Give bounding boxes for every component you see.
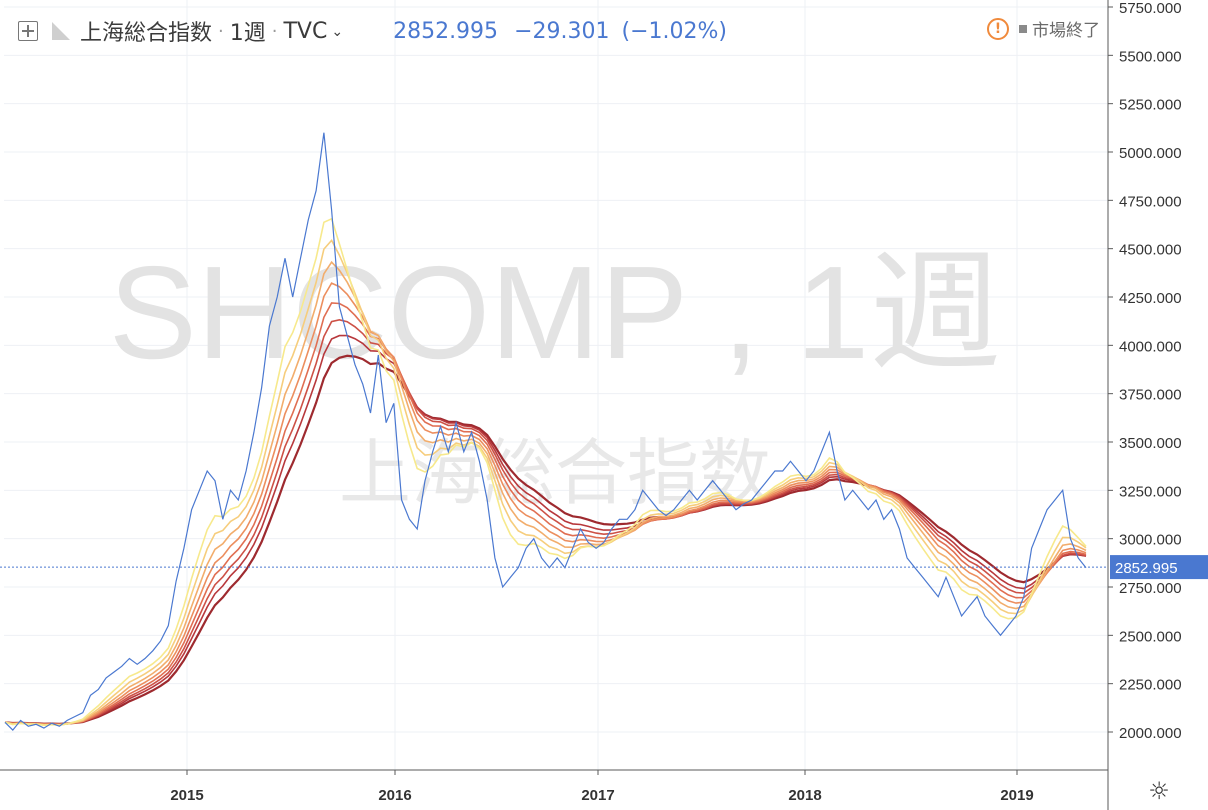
y-tick-label: 2250.000 bbox=[1119, 677, 1182, 694]
y-tick-label: 3250.000 bbox=[1119, 483, 1182, 500]
price-line bbox=[4, 132, 1087, 731]
symbol-flag-icon bbox=[52, 22, 70, 40]
y-tick-label: 5750.000 bbox=[1119, 0, 1182, 17]
market-status: ! 市場終了 bbox=[987, 16, 1100, 41]
price-change: −29.301 bbox=[514, 18, 610, 44]
x-tick-label: 2019 bbox=[1000, 787, 1033, 804]
separator-dot: · bbox=[218, 20, 224, 42]
ma-ribbon bbox=[4, 217, 1087, 727]
market-status-text: 市場終了 bbox=[1032, 21, 1100, 41]
ema-line bbox=[4, 302, 1087, 726]
ema-line bbox=[4, 282, 1087, 726]
last-price: 2852.995 bbox=[393, 18, 499, 44]
x-tick-label: 2017 bbox=[581, 787, 614, 804]
expand-icon[interactable] bbox=[18, 21, 38, 41]
price-series bbox=[4, 132, 1087, 731]
y-tick-label: 5500.000 bbox=[1119, 48, 1182, 65]
y-tick-label: 3500.000 bbox=[1119, 435, 1182, 452]
separator-dot: · bbox=[271, 20, 278, 42]
last-price-label: 2852.995 bbox=[1110, 555, 1208, 580]
chevron-down-icon[interactable]: ⌄ bbox=[331, 24, 344, 40]
x-tick-label: 2015 bbox=[170, 787, 203, 804]
x-tick-label: 2016 bbox=[378, 787, 411, 804]
interval-label[interactable]: 1週 bbox=[229, 21, 266, 46]
warning-icon[interactable]: ! bbox=[987, 17, 1009, 40]
price-change-percent: (−1.02%) bbox=[621, 18, 727, 44]
ema-line bbox=[4, 354, 1087, 726]
symbol-name[interactable]: 上海総合指数 bbox=[80, 21, 213, 46]
y-tick-label: 2750.000 bbox=[1119, 580, 1182, 597]
y-tick-label: 4000.000 bbox=[1119, 338, 1182, 355]
y-tick-label: 2000.000 bbox=[1119, 725, 1182, 742]
last-price-value: 2852.995 bbox=[1115, 560, 1178, 577]
y-tick-label: 3750.000 bbox=[1119, 387, 1182, 404]
y-tick-label: 4750.000 bbox=[1119, 193, 1182, 210]
ema-line bbox=[4, 334, 1087, 725]
x-tick-label: 2018 bbox=[788, 787, 821, 804]
symbol-header: 上海総合指数 · 1週 · TVC ⌄ 2852.995 −29.301 (−1… bbox=[18, 14, 727, 48]
status-square-icon bbox=[1019, 24, 1027, 33]
time-axis[interactable]: 2015 2016 2017 2018 2019 bbox=[170, 770, 1034, 804]
exchange-label[interactable]: TVC bbox=[283, 18, 328, 44]
price-axis[interactable]: 2000.000 2250.000 2500.000 2750.000 3000.000… bbox=[1108, 0, 1182, 742]
ema-line bbox=[4, 239, 1087, 726]
y-tick-label: 2500.000 bbox=[1119, 628, 1182, 645]
ema-line bbox=[4, 217, 1087, 727]
y-tick-label: 5000.000 bbox=[1119, 145, 1182, 162]
watermark-main: SHCOMP , 1週 bbox=[109, 239, 1001, 386]
y-tick-label: 3000.000 bbox=[1119, 532, 1182, 549]
ema-line bbox=[4, 260, 1087, 726]
ema-line bbox=[4, 318, 1087, 726]
price-axis-bg bbox=[1108, 0, 1208, 810]
y-tick-label: 4250.000 bbox=[1119, 290, 1182, 307]
y-tick-label: 4500.000 bbox=[1119, 242, 1182, 259]
settings-gear-icon[interactable]: ☼ bbox=[1148, 777, 1170, 805]
y-tick-label: 5250.000 bbox=[1119, 97, 1182, 114]
